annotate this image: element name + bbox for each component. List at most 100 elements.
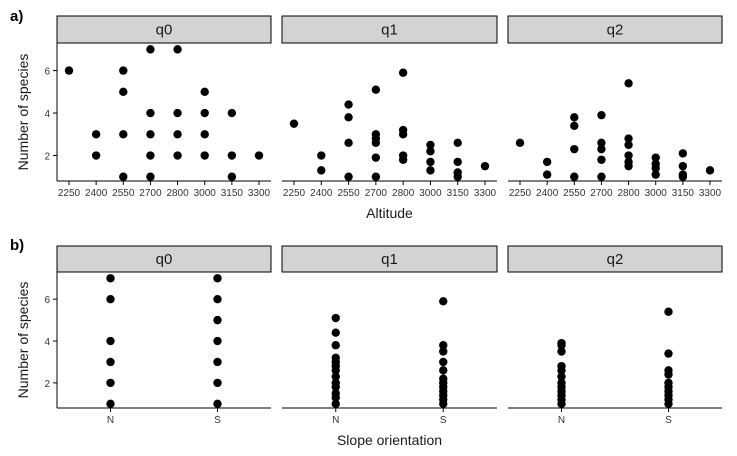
facet-strip-label: q1 xyxy=(381,251,398,268)
data-point xyxy=(106,378,115,388)
data-point xyxy=(664,307,673,316)
x-tick-label: 2250 xyxy=(283,188,306,199)
data-point xyxy=(119,87,128,97)
data-point xyxy=(597,172,606,181)
data-point xyxy=(398,68,408,77)
facet-strip-label: q0 xyxy=(156,251,173,268)
x-tick-label: 2400 xyxy=(85,188,108,199)
data-point xyxy=(542,170,552,179)
x-tick-label: 2800 xyxy=(617,188,640,199)
data-point xyxy=(570,144,579,154)
x-tick-label: 2250 xyxy=(509,188,532,199)
data-point xyxy=(570,113,579,122)
y-axis-title: Number of species xyxy=(15,282,31,399)
data-point xyxy=(557,347,566,356)
data-point xyxy=(289,119,299,128)
data-point xyxy=(331,313,340,323)
data-point xyxy=(200,151,209,160)
data-point xyxy=(439,357,448,367)
y-tick-label: 2 xyxy=(44,379,50,390)
x-tick-label: N xyxy=(107,415,114,426)
data-point xyxy=(200,108,209,118)
y-tick-label: 6 xyxy=(44,295,50,306)
facet-panel-q1: q1 N S xyxy=(281,245,498,426)
data-point xyxy=(624,79,633,88)
data-point xyxy=(91,151,101,160)
x-tick-label: S xyxy=(214,415,221,426)
x-tick-label: N xyxy=(332,415,339,426)
x-tick-label: 3000 xyxy=(419,188,442,199)
facet-strip-label: q2 xyxy=(607,251,624,268)
data-point xyxy=(64,66,74,75)
x-tick-label: 3300 xyxy=(699,188,722,199)
facet-strip xyxy=(56,245,272,273)
data-point xyxy=(439,366,448,375)
facet-panel-q2: q2 2250 2400 2550 2700 2800 3000 3150 3300 xyxy=(507,15,723,199)
panel-tag: a) xyxy=(10,8,23,25)
data-point xyxy=(213,336,222,346)
data-point xyxy=(651,153,660,162)
facet-strip xyxy=(56,15,272,44)
data-point xyxy=(371,85,381,94)
data-point xyxy=(173,45,182,54)
data-point xyxy=(624,151,633,160)
data-point xyxy=(371,172,381,181)
data-point xyxy=(200,130,209,139)
data-point xyxy=(227,108,237,118)
data-point xyxy=(426,166,435,175)
data-point xyxy=(515,138,525,147)
data-point xyxy=(426,140,435,150)
x-tick-label: 2400 xyxy=(310,188,333,199)
data-point xyxy=(371,153,381,162)
facet-panel-q0: q0 2 4 6 2250 2400 2550 2700 2800 3000 3150 3300 xyxy=(44,15,272,199)
data-point xyxy=(426,157,435,167)
data-point xyxy=(213,274,222,283)
facet-strip xyxy=(281,245,498,273)
data-point xyxy=(597,155,606,164)
x-tick-label: 2550 xyxy=(112,188,135,199)
data-point xyxy=(331,382,340,392)
data-point xyxy=(146,130,155,139)
x-axis-title: Altitude xyxy=(366,205,413,221)
x-tick-label: 3150 xyxy=(221,188,244,199)
facet-strip xyxy=(507,15,723,44)
data-point xyxy=(317,151,326,160)
data-point xyxy=(119,66,128,75)
data-point xyxy=(664,370,673,379)
data-point xyxy=(146,108,155,118)
data-point xyxy=(557,372,566,381)
data-point xyxy=(331,372,340,381)
data-point xyxy=(705,166,715,175)
facet-strip xyxy=(507,245,723,273)
x-tick-label: N xyxy=(558,415,565,426)
x-tick-label: 2800 xyxy=(166,188,189,199)
y-tick-label: 4 xyxy=(44,109,50,120)
data-point xyxy=(227,172,237,181)
x-tick-label: 2700 xyxy=(139,188,162,199)
data-point xyxy=(146,172,155,181)
data-point xyxy=(344,172,353,181)
data-point xyxy=(213,399,222,409)
x-tick-label: 3000 xyxy=(194,188,217,199)
facet-panel-q2: q2 N S xyxy=(507,245,723,426)
data-point xyxy=(227,151,237,160)
data-point xyxy=(624,140,633,150)
x-tick-label: 3300 xyxy=(474,188,497,199)
data-point xyxy=(597,110,606,120)
data-point xyxy=(480,161,490,171)
y-axis-title: Number of species xyxy=(15,54,31,171)
data-point xyxy=(106,295,115,304)
x-tick-label: 3300 xyxy=(248,188,271,199)
data-point xyxy=(173,108,182,118)
data-point xyxy=(331,366,340,375)
x-tick-label: S xyxy=(665,415,672,426)
data-point xyxy=(119,172,128,181)
data-point xyxy=(213,315,222,325)
y-tick-label: 6 xyxy=(44,67,50,78)
data-point xyxy=(317,166,326,175)
data-point xyxy=(557,399,566,409)
data-point xyxy=(331,341,340,350)
x-tick-label: 3000 xyxy=(645,188,668,199)
x-tick-label: 2400 xyxy=(536,188,559,199)
